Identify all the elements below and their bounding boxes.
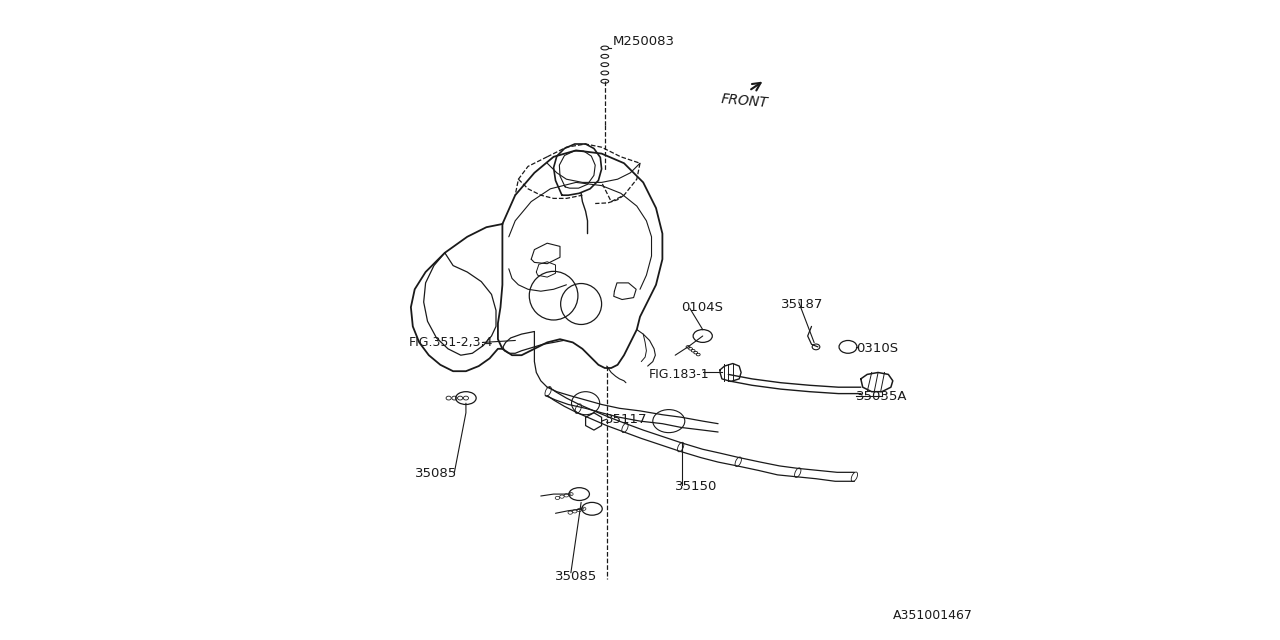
Text: 35150: 35150: [676, 480, 718, 493]
Text: 35085: 35085: [556, 570, 598, 582]
Text: FIG.351-2,3,4: FIG.351-2,3,4: [408, 336, 493, 349]
Text: 35085: 35085: [415, 467, 457, 480]
Text: 35035A: 35035A: [856, 390, 908, 403]
Text: 0310S: 0310S: [856, 342, 899, 355]
Text: A351001467: A351001467: [893, 609, 973, 622]
Text: 35117: 35117: [604, 413, 648, 426]
Text: 35187: 35187: [781, 298, 823, 310]
Text: M250083: M250083: [613, 35, 675, 48]
Text: FIG.183-1: FIG.183-1: [648, 368, 709, 381]
Text: FRONT: FRONT: [719, 92, 768, 110]
Text: 0104S: 0104S: [681, 301, 723, 314]
